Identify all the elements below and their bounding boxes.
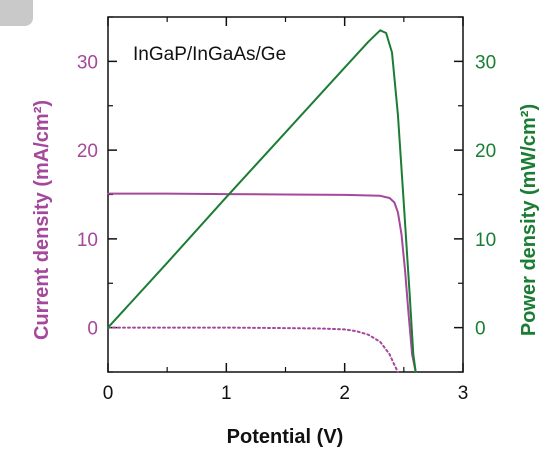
x-tick-label: 1 — [221, 383, 232, 404]
dark-current-line — [107, 326, 399, 373]
y-right-tick-label: 20 — [475, 141, 496, 162]
y-left-tick-label: 10 — [77, 230, 98, 251]
panel-label-tab — [0, 0, 33, 26]
chart-annotation: InGaP/InGaAs/Ge — [133, 44, 286, 65]
y-axis-label-left: Current density (mA/cm²) — [31, 100, 53, 340]
power-density-line — [107, 29, 417, 373]
y-right-tick-label: 10 — [475, 230, 496, 251]
y-left-tick-label: 30 — [77, 52, 98, 73]
current-density-line — [107, 192, 417, 373]
x-axis-label: Potential (V) — [227, 426, 344, 448]
x-tick-label: 0 — [103, 383, 114, 404]
x-tick-label: 2 — [339, 383, 350, 404]
y-left-tick-label: 20 — [77, 141, 98, 162]
y-axis-label-right: Power density (mW/cm²) — [518, 104, 540, 336]
y-left-tick-label: 0 — [87, 319, 98, 340]
y-right-tick-label: 0 — [475, 319, 486, 340]
data-lines — [107, 29, 417, 373]
x-tick-label: 3 — [458, 383, 469, 404]
y-right-tick-label: 30 — [475, 52, 496, 73]
